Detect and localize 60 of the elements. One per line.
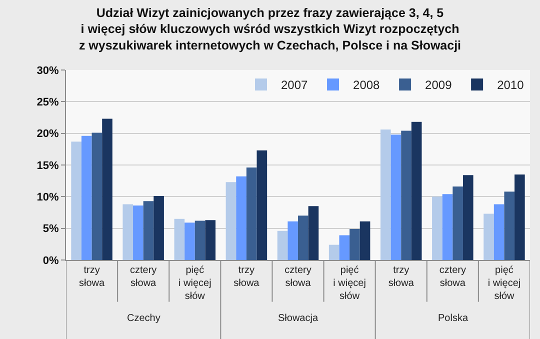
bar bbox=[390, 134, 402, 260]
bar bbox=[452, 186, 463, 260]
bar bbox=[494, 204, 504, 260]
y-tick-label: 0% bbox=[42, 254, 60, 267]
legend-label: 2007 bbox=[281, 78, 308, 92]
x-tick-label: pięć i więcej słów bbox=[488, 265, 521, 302]
bar bbox=[514, 174, 525, 260]
text: Słowacja bbox=[278, 313, 318, 324]
y-tick-label: 10% bbox=[36, 192, 60, 204]
bar bbox=[401, 130, 412, 260]
x-tick-label: cztery słowa bbox=[284, 265, 312, 289]
text: Polska bbox=[438, 313, 468, 324]
y-tick-label: 5% bbox=[42, 223, 60, 236]
bar bbox=[174, 218, 185, 260]
bar bbox=[339, 235, 350, 260]
bar bbox=[462, 175, 474, 260]
chart-title: Udział Wizyt zainicjowanych przez frazy zawierające 3, 4, 5 i więcej słów kluczowych wśród wszystkich Wizyt rozpoczętych z wyszukiwarek internetowych w Czechach, Polsce i na Słowacji bbox=[78, 6, 462, 52]
x-tick-label: trzy słowa bbox=[78, 265, 105, 289]
bar bbox=[143, 201, 154, 260]
bar bbox=[205, 220, 216, 260]
bar bbox=[504, 192, 515, 260]
bar bbox=[288, 221, 298, 260]
bar bbox=[298, 216, 308, 260]
bar bbox=[194, 220, 206, 260]
bar bbox=[308, 206, 319, 260]
bar bbox=[184, 222, 195, 260]
bar bbox=[328, 244, 340, 260]
bar bbox=[256, 150, 268, 260]
x-tick-label: pięć i więcej słów bbox=[333, 265, 366, 302]
x-tick-label: trzy słowa bbox=[388, 265, 414, 289]
bar bbox=[442, 194, 453, 260]
y-tick-label: 15% bbox=[36, 160, 60, 172]
text: Czechy bbox=[127, 313, 160, 324]
bar bbox=[236, 176, 246, 260]
bar bbox=[277, 230, 288, 260]
bar bbox=[71, 142, 82, 260]
bar bbox=[226, 182, 236, 260]
y-tick-label: 25% bbox=[36, 96, 60, 109]
bar bbox=[350, 228, 360, 260]
bar bbox=[432, 196, 442, 260]
x-tick-label: pięć i więcej słów bbox=[178, 265, 212, 302]
bar bbox=[360, 221, 370, 260]
bar bbox=[133, 206, 144, 260]
x-tick-label: cztery słowa bbox=[439, 265, 466, 289]
bar bbox=[484, 214, 494, 260]
bar bbox=[81, 136, 92, 260]
x-tick-label: cztery słowa bbox=[130, 265, 157, 289]
bar bbox=[411, 122, 422, 260]
y-tick-label: 30% bbox=[36, 64, 60, 77]
bar bbox=[380, 130, 391, 260]
bar bbox=[122, 204, 134, 260]
x-tick-label: trzy słowa bbox=[234, 265, 260, 289]
bar bbox=[92, 132, 102, 260]
bar bbox=[246, 168, 257, 260]
y-tick-label: 20% bbox=[36, 128, 60, 140]
legend-label: 2010 bbox=[497, 78, 524, 92]
bar bbox=[154, 196, 164, 260]
bar bbox=[102, 118, 112, 260]
legend-label: 2008 bbox=[353, 78, 380, 92]
legend-label: 2009 bbox=[425, 78, 452, 92]
